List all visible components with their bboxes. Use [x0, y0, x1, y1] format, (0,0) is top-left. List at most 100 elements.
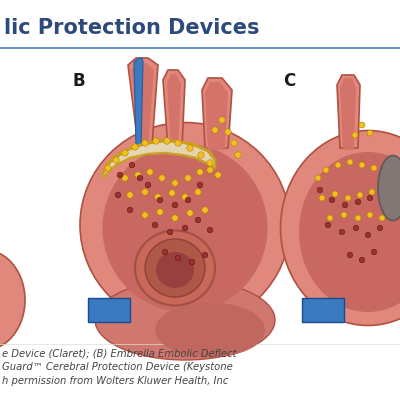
Circle shape [202, 252, 208, 258]
Circle shape [339, 229, 345, 235]
Polygon shape [128, 58, 158, 145]
Ellipse shape [155, 302, 265, 358]
Circle shape [332, 191, 338, 197]
Circle shape [207, 160, 213, 166]
Circle shape [127, 207, 133, 213]
Circle shape [371, 165, 377, 171]
Polygon shape [103, 141, 215, 178]
Ellipse shape [156, 252, 194, 288]
Circle shape [132, 144, 138, 150]
Circle shape [197, 182, 203, 188]
Circle shape [207, 167, 213, 173]
Circle shape [172, 202, 178, 208]
Circle shape [195, 217, 201, 223]
Circle shape [122, 175, 128, 181]
Polygon shape [134, 58, 143, 148]
Circle shape [169, 190, 175, 196]
Circle shape [315, 175, 321, 181]
Polygon shape [202, 78, 232, 148]
Ellipse shape [145, 239, 205, 297]
Circle shape [335, 162, 341, 168]
Polygon shape [167, 74, 181, 150]
Circle shape [157, 209, 163, 215]
Circle shape [367, 212, 373, 218]
Circle shape [355, 199, 361, 205]
Circle shape [164, 138, 170, 144]
Circle shape [175, 140, 181, 146]
Circle shape [162, 249, 168, 255]
Circle shape [359, 162, 365, 168]
Circle shape [147, 169, 153, 175]
Circle shape [342, 202, 348, 208]
Circle shape [137, 175, 143, 181]
Circle shape [215, 172, 221, 178]
Circle shape [197, 169, 203, 175]
Circle shape [323, 167, 329, 173]
Circle shape [182, 225, 188, 231]
Circle shape [142, 189, 148, 195]
Circle shape [345, 195, 351, 201]
Circle shape [195, 189, 201, 195]
Circle shape [341, 212, 347, 218]
Circle shape [369, 189, 375, 195]
Polygon shape [205, 82, 228, 150]
Polygon shape [340, 78, 356, 150]
Circle shape [175, 255, 181, 261]
Circle shape [155, 194, 161, 200]
Circle shape [127, 192, 133, 198]
Circle shape [352, 132, 358, 138]
FancyBboxPatch shape [302, 298, 344, 322]
Text: lic Protection Devices: lic Protection Devices [4, 18, 260, 38]
Ellipse shape [378, 156, 400, 220]
Circle shape [367, 130, 373, 136]
Circle shape [212, 127, 218, 133]
Circle shape [329, 197, 335, 203]
Circle shape [357, 192, 363, 198]
Circle shape [371, 249, 377, 255]
Polygon shape [163, 70, 185, 148]
Circle shape [231, 140, 237, 146]
Circle shape [219, 117, 225, 123]
Text: C: C [283, 72, 295, 90]
Circle shape [377, 225, 383, 231]
Circle shape [187, 210, 193, 216]
Ellipse shape [0, 250, 25, 350]
Circle shape [153, 138, 159, 144]
Circle shape [198, 152, 204, 158]
Ellipse shape [102, 144, 268, 312]
Ellipse shape [280, 130, 400, 326]
FancyBboxPatch shape [88, 298, 130, 322]
Circle shape [135, 172, 141, 178]
Circle shape [172, 180, 178, 186]
Circle shape [317, 187, 323, 193]
Circle shape [359, 257, 365, 263]
Circle shape [353, 225, 359, 231]
Circle shape [327, 215, 333, 221]
Circle shape [379, 215, 385, 221]
Circle shape [182, 194, 188, 200]
Circle shape [347, 159, 353, 165]
Circle shape [367, 195, 373, 201]
Circle shape [319, 195, 325, 201]
Circle shape [172, 215, 178, 221]
Circle shape [365, 232, 371, 238]
Text: e Device (Claret); (B) Embrella Embolic Deflect: e Device (Claret); (B) Embrella Embolic … [2, 348, 236, 358]
Circle shape [113, 157, 119, 163]
Circle shape [167, 229, 173, 235]
Circle shape [142, 140, 148, 146]
Circle shape [355, 215, 361, 221]
Circle shape [207, 227, 213, 233]
Text: Guard™ Cerebral Protection Device (Keystone: Guard™ Cerebral Protection Device (Keyst… [2, 362, 233, 372]
Text: h permission from Wolters Kluwer Health, Inc: h permission from Wolters Kluwer Health,… [2, 376, 228, 386]
Polygon shape [337, 75, 360, 148]
Circle shape [142, 212, 148, 218]
Circle shape [235, 152, 241, 158]
Circle shape [185, 175, 191, 181]
Circle shape [325, 222, 331, 228]
Ellipse shape [299, 152, 400, 312]
Ellipse shape [135, 230, 215, 306]
Circle shape [189, 259, 195, 265]
Circle shape [187, 145, 193, 151]
Circle shape [359, 122, 365, 128]
Circle shape [129, 162, 135, 168]
